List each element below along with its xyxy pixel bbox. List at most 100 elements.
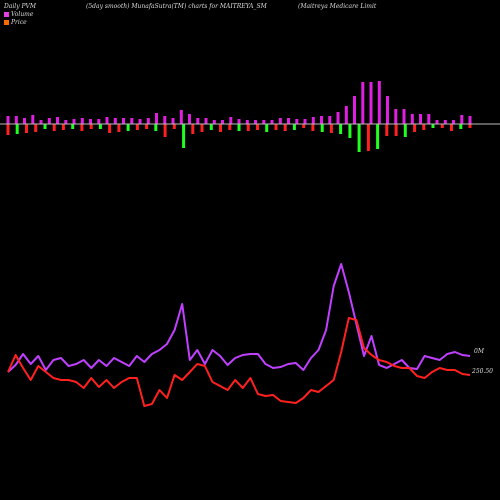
volume-bar-down — [108, 124, 112, 133]
volume-bar-down — [413, 124, 417, 132]
volume-bar-up — [122, 118, 125, 124]
volume-bar-down — [385, 124, 389, 136]
volume-bar-up — [14, 116, 18, 124]
volume-bar-up — [188, 114, 191, 124]
volume-bar-up — [460, 115, 464, 124]
legend-volume-swatch — [4, 12, 9, 17]
volume-bar-up — [377, 81, 381, 124]
volume-bar-up — [320, 116, 323, 124]
volume-bar-down — [219, 124, 222, 132]
volume-bar-up — [419, 114, 422, 124]
volume-bar-up — [97, 119, 101, 124]
volume-bar-up — [72, 119, 76, 124]
volume-bar-up — [278, 118, 282, 124]
volume-bar-down — [394, 124, 398, 136]
volume-bar-down — [191, 124, 195, 134]
legend-price-swatch — [4, 20, 9, 25]
price-value-tag: 250.50 — [472, 368, 493, 375]
volume-bar-up — [80, 118, 84, 124]
volume-bar-down — [163, 124, 167, 137]
volume-bars — [6, 81, 472, 152]
volume-bar-up — [56, 117, 59, 124]
volume-bar-down — [431, 124, 435, 128]
volume-bar-up — [163, 116, 167, 124]
volume-bar-up — [435, 120, 439, 124]
volume-bar-up — [155, 113, 158, 124]
volume-bar-down — [292, 124, 296, 130]
legend-volume-label: Volume — [11, 11, 34, 18]
chart-label-right: (Maitreya Medicare Limit — [298, 3, 377, 10]
chart-label-middle: (5day smooth) MunafaSutra(TM) charts for… — [86, 3, 267, 10]
volume-bar-up — [221, 120, 224, 124]
volume-bar-up — [204, 118, 208, 124]
volume-bar-up — [410, 114, 414, 124]
volume-bar-down — [154, 124, 158, 131]
volume-bar-down — [311, 124, 315, 131]
volume-bar-up — [229, 117, 233, 124]
volume-bar-down — [61, 124, 65, 130]
volume-bar-up — [303, 119, 307, 124]
volume-bar-up — [328, 116, 332, 124]
volume-bar-down — [422, 124, 426, 130]
volume-bar-down — [25, 124, 28, 133]
volume-bar-up — [386, 96, 389, 124]
volume-bar-up — [361, 82, 365, 124]
volume-bar-down — [320, 124, 324, 132]
volume-line — [7, 263, 471, 373]
price-volume-lines — [7, 263, 471, 407]
volume-bar-down — [209, 124, 213, 130]
volume-bar-up — [245, 120, 249, 124]
volume-bar-down — [228, 124, 232, 130]
volume-bar-down — [98, 124, 102, 129]
volume-bar-up — [6, 116, 10, 124]
volume-bar-down — [283, 124, 287, 131]
volume-bar-up — [196, 118, 200, 124]
volume-bar-up — [146, 118, 150, 124]
volume-bar-up — [353, 96, 356, 124]
legend-price-label: Price — [11, 19, 27, 26]
volume-bar-down — [246, 124, 250, 131]
volume-bar-up — [179, 110, 183, 124]
volume-bar-down — [200, 124, 204, 132]
volume-bar-up — [287, 118, 290, 124]
volume-bar-down — [15, 124, 19, 134]
volume-bar-up — [443, 120, 447, 124]
volume-bar-down — [357, 124, 361, 152]
volume-bar-down — [440, 124, 444, 128]
volume-bar-up — [171, 118, 175, 124]
chart-label-left: Daily PVM — [4, 3, 37, 10]
volume-bar-up — [212, 120, 216, 124]
volume-bar-up — [23, 118, 26, 124]
volume-bar-down — [80, 124, 84, 131]
volume-bar-up — [270, 120, 274, 124]
volume-bar-up — [369, 82, 373, 124]
volume-bar-down — [339, 124, 343, 134]
volume-bar-down — [52, 124, 56, 131]
volume-bar-down — [6, 124, 10, 135]
volume-value-tag: 0M — [474, 348, 484, 355]
volume-bar-up — [295, 119, 299, 124]
volume-bar-down — [89, 124, 93, 129]
volume-bar-up — [452, 120, 455, 124]
volume-bar-down — [468, 124, 472, 128]
volume-bar-up — [254, 120, 257, 124]
volume-bar-up — [31, 115, 35, 124]
volume-bar-up — [89, 119, 92, 124]
volume-bar-down — [265, 124, 269, 132]
volume-bar-up — [130, 118, 134, 124]
volume-bar-down — [256, 124, 259, 130]
volume-bar-down — [126, 124, 130, 131]
volume-bar-up — [427, 114, 431, 124]
volume-bar-down — [182, 124, 186, 148]
legend-price: Price — [4, 19, 27, 26]
volume-bar-up — [64, 120, 68, 124]
volume-bar-up — [394, 109, 398, 124]
volume-bar-down — [366, 124, 370, 151]
volume-bar-down — [145, 124, 149, 129]
volume-bar-down — [71, 124, 75, 129]
volume-bar-up — [39, 120, 43, 124]
volume-bar-down — [237, 124, 241, 131]
volume-bar-up — [237, 119, 241, 124]
volume-bar-down — [348, 124, 352, 138]
